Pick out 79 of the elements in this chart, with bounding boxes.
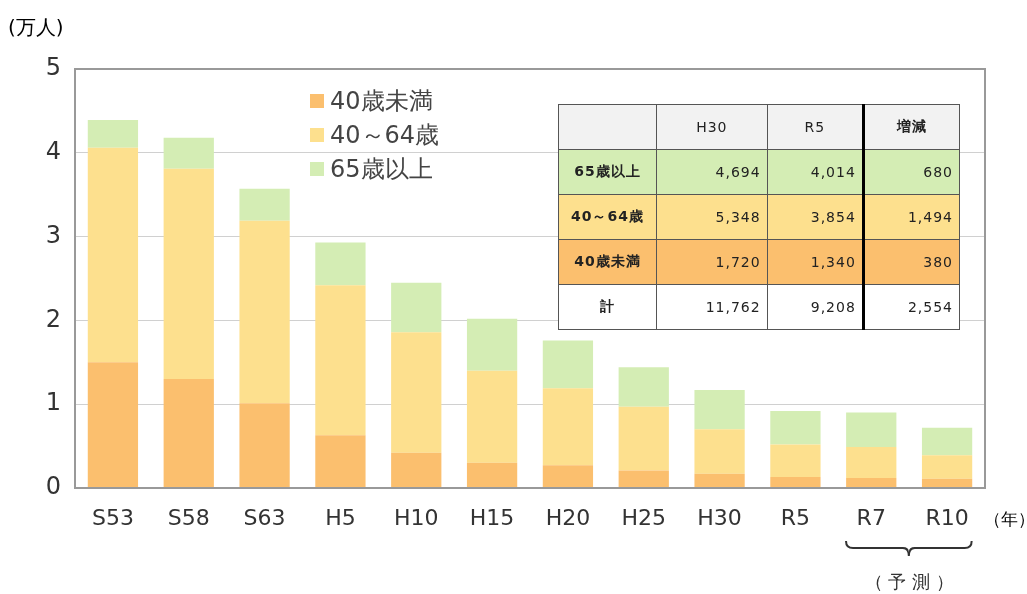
bar (315, 435, 366, 488)
annotation: 5,348 (656, 194, 768, 240)
annotation: 増減 (863, 104, 960, 150)
bar (618, 406, 669, 471)
x-tick-label: H25 (621, 504, 667, 530)
x-tick-label: H5 (325, 504, 356, 530)
bar (618, 470, 669, 488)
bar (770, 477, 821, 488)
bar (694, 389, 745, 430)
text: （ 予 測 ） (863, 570, 955, 594)
bar (163, 379, 214, 488)
bar (315, 242, 366, 286)
annotation: 1,340 (767, 239, 864, 285)
x-tick-label: S63 (243, 504, 286, 530)
legend-label: 40～64歳 (330, 120, 440, 151)
x-tick-label: H10 (393, 504, 439, 530)
bar (315, 285, 366, 436)
bar (163, 137, 214, 169)
bar (239, 403, 290, 488)
x-tick-label: S53 (91, 504, 134, 530)
bar (542, 340, 594, 389)
bar (466, 370, 518, 463)
annotation: 1,720 (656, 239, 768, 285)
bar (391, 452, 442, 488)
y-tick-label: 0 (45, 472, 61, 501)
bar (163, 168, 214, 380)
annotation: R5 (767, 104, 864, 150)
bar (466, 318, 518, 371)
y-tick-label: 3 (45, 220, 61, 249)
annotation: 680 (863, 149, 960, 195)
bar (391, 282, 442, 333)
bar (391, 332, 442, 453)
bar (921, 427, 973, 456)
annotation: 4,014 (767, 149, 864, 195)
x-tick-label: H15 (469, 504, 515, 530)
annotation: 9,208 (767, 284, 864, 330)
x-tick-label: R10 (925, 504, 969, 530)
bar (87, 147, 139, 363)
annotation: 11,762 (656, 284, 768, 330)
annotation: 380 (863, 239, 960, 285)
bar (618, 367, 669, 407)
legend-label: 65歳以上 (330, 154, 433, 185)
bar (694, 473, 745, 488)
bar (239, 220, 290, 404)
x-tick-label: R5 (780, 504, 811, 530)
bar (770, 410, 821, 445)
bar (846, 477, 897, 488)
annotation: 40歳未満 (558, 239, 657, 285)
x-axis-title: （年） (984, 508, 1027, 531)
y-tick-label: 5 (45, 53, 61, 82)
x-tick-label: S58 (167, 504, 210, 530)
bar (87, 362, 139, 488)
y-axis-title: (万人) (8, 14, 64, 41)
x-tick-label: H30 (697, 504, 742, 530)
x-tick-label: R7 (856, 504, 886, 530)
y-tick-label: 1 (45, 388, 61, 417)
bar (694, 429, 745, 474)
annotation: 計 (558, 284, 657, 330)
legend-label: 40歳未満 (330, 86, 433, 117)
annotation: 40～64歳 (558, 194, 657, 240)
bar (542, 465, 594, 488)
bar (87, 120, 139, 148)
annotation: 1,494 (863, 194, 960, 240)
annotation: 3,854 (767, 194, 864, 240)
bar (239, 188, 290, 221)
y-tick-label: 2 (45, 304, 61, 333)
bar (466, 462, 518, 488)
bar (770, 444, 821, 478)
bar (921, 455, 973, 479)
bar (846, 412, 897, 447)
annotation: 2,554 (863, 284, 960, 330)
annotation: H30 (656, 104, 768, 150)
annotation: 65歳以上 (558, 149, 657, 195)
y-tick-label: 4 (45, 137, 61, 166)
bar (921, 478, 973, 488)
annotation: 4,694 (656, 149, 768, 195)
bar (542, 388, 594, 466)
bar (846, 446, 897, 478)
x-tick-label: H20 (545, 504, 591, 530)
